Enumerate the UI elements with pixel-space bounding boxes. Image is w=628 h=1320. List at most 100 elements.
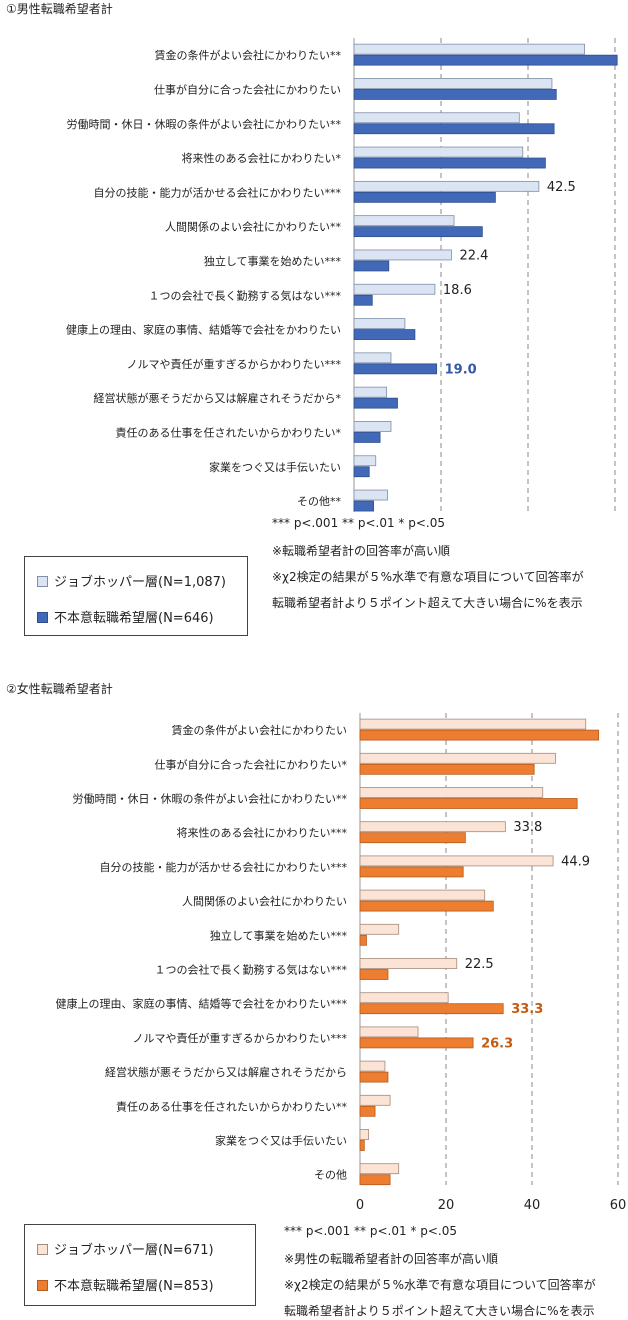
category-label: 健康上の理由、家庭の事情、結婚等で会社をかわりたい [66,323,341,337]
bar-jobhopper [353,455,377,467]
bar-fuhoni [359,900,494,912]
footnote: ※χ2検定の結果が５%水準で有意な項目について回答率が [284,1278,596,1292]
bar-jobhopper [353,180,540,192]
category-label: 独立して事業を始めたい*** [210,928,348,942]
bar-fuhoni [353,123,555,135]
category-label: 健康上の理由、家庭の事情、結婚等で会社をかわりたい*** [56,997,348,1011]
category-label: １つの会社で長く勤務する気はない*** [155,963,348,977]
legend-label: 不本意転職希望層(N=646) [54,611,214,626]
bar-fuhoni [359,1174,391,1186]
bar-fuhoni [353,329,416,340]
legend-label: ジョブホッパー層(N=1,087) [54,575,226,590]
bar-fuhoni [353,466,370,478]
legend-swatch [37,1280,48,1291]
bar-fuhoni [353,191,496,203]
bar-jobhopper [359,821,506,833]
category-label: 賃金の条件がよい会社にかわりたい** [155,48,342,62]
bar-jobhopper [359,958,458,969]
legend: ジョブホッパー層(N=1,087) 不本意転職希望層(N=646) [24,556,248,636]
category-label: 家業をつぐ又は手伝いたい [215,1134,347,1148]
category-label: 労働時間・休日・休暇の条件がよい会社にかわりたい** [73,792,348,806]
chart-title: ①男性転職希望者計 [6,2,113,16]
bar-jobhopper [353,249,452,261]
bar-fuhoni [353,89,557,100]
legend-swatch [37,1244,48,1255]
footnote: ※χ2検定の結果が５%水準で有意な項目について回答率が [272,570,584,584]
bar-fuhoni [353,363,438,375]
category-label: 将来性のある会社にかわりたい*** [177,826,348,840]
footnote: ※転職希望者計の回答率が高い順 [272,544,451,558]
data-label: 22.5 [465,957,494,972]
bar-jobhopper [359,889,486,901]
legend-swatch [37,612,48,623]
category-label: 責任のある仕事を任されたいからかわりたい** [116,1099,347,1113]
data-label: 26.3 [481,1036,513,1051]
bar-fuhoni [359,1037,474,1049]
legend-label: 不本意転職希望層(N=853) [54,1279,214,1294]
bar-jobhopper [359,1026,419,1038]
data-label: 33.8 [513,820,542,835]
bar-jobhopper [359,787,544,798]
bar-fuhoni [353,294,373,306]
data-label: 19.0 [445,362,477,377]
category-label: 将来性のある会社にかわりたい* [182,151,342,165]
data-label: 44.9 [561,854,590,869]
bar-jobhopper [359,752,557,764]
bar-fuhoni [359,969,389,980]
bar-jobhopper [353,489,388,501]
category-label: 独立して事業を始めたい*** [204,254,342,268]
bar-fuhoni [353,226,483,238]
category-label: その他 [314,1169,347,1182]
category-label: 労働時間・休日・休暇の条件がよい会社にかわりたい** [67,117,342,131]
bar-jobhopper [359,1060,386,1072]
bar-jobhopper [359,855,554,867]
legend: ジョブホッパー層(N=671) 不本意転職希望層(N=853) [24,1224,256,1306]
bar-jobhopper [359,923,400,935]
data-label: 42.5 [547,180,576,195]
category-label: 自分の技能・能力が活かせる会社にかわりたい*** [94,185,342,199]
bar-jobhopper [353,78,553,89]
bar-jobhopper [353,146,524,158]
legend-swatch [37,576,48,587]
bar-jobhopper [359,1094,391,1106]
bar-jobhopper [353,283,436,295]
bar-fuhoni [359,1003,504,1015]
chart-title: ②女性転職希望者計 [6,682,113,696]
bar-fuhoni [353,432,381,443]
category-label: ノルマや責任が重すぎるからかわりたい*** [127,357,342,371]
footnote: *** p<.001 ** p<.01 * p<.05 [284,1224,457,1238]
bar-fuhoni [359,729,600,741]
category-label: 人間関係のよい会社にかわりたい [182,894,347,908]
footnote: ※男性の転職希望者計の回答率が高い順 [284,1252,499,1266]
footnote: 転職希望者計より５ポイント超えて大きい場合に%を表示 [284,1304,595,1318]
bar-fuhoni [359,763,535,775]
data-label: 22.4 [459,248,488,263]
category-label: １つの会社で長く勤務する気はない*** [149,288,342,302]
legend-item: 不本意転職希望層(N=646) [37,607,214,626]
x-tick-label: 40 [524,1198,541,1213]
bar-fuhoni [359,866,464,878]
bar-fuhoni [359,1071,389,1083]
x-tick-label: 0 [356,1198,364,1213]
legend-item: ジョブホッパー層(N=671) [37,1239,214,1258]
footnote: 転職希望者計より５ポイント超えて大きい場合に%を表示 [272,596,583,610]
category-label: 家業をつぐ又は手伝いたい [209,460,341,474]
bar-jobhopper [353,352,392,364]
legend-item: ジョブホッパー層(N=1,087) [37,571,226,590]
bar-jobhopper [353,43,585,55]
bar-fuhoni [359,1140,365,1151]
category-label: 仕事が自分に合った会社にかわりたい [154,82,341,96]
x-tick-label: 60 [610,1198,627,1213]
bar-jobhopper [359,1163,400,1175]
category-label: 人間関係のよい会社にかわりたい** [165,220,341,234]
bar-jobhopper [359,992,449,1004]
category-label: 自分の技能・能力が活かせる会社にかわりたい*** [100,860,348,874]
data-label: 18.6 [443,283,472,298]
category-label: 賃金の条件がよい会社にかわりたい [172,723,347,737]
bar-fuhoni [359,798,578,809]
category-label: 責任のある仕事を任されたいからかわりたい* [116,425,342,439]
category-label: 経営状態が悪そうだから又は解雇されそうだから* [94,391,342,405]
footnote: *** p<.001 ** p<.01 * p<.05 [272,516,445,530]
